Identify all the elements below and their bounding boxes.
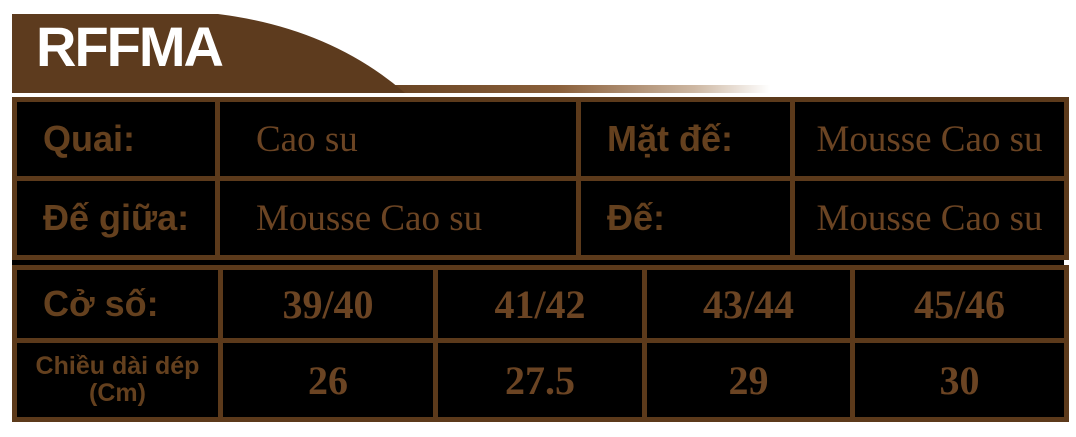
sole-value: Mousse Cao su — [790, 176, 1069, 260]
strap-value: Cao su — [215, 97, 581, 181]
length-cell: 27.5 — [433, 338, 647, 422]
table-row-sizes: Cở số: 39/40 41/42 43/44 45/46 — [12, 265, 1069, 343]
table-row-strap: Quai: Cao su Mặt đế: Mousse Cao su — [12, 97, 1069, 181]
size-label: Cở số: — [12, 265, 223, 343]
brand-logo: RFFMA — [36, 14, 224, 78]
length-cell: 26 — [218, 338, 438, 422]
outsole-label: Mặt đế: — [576, 97, 795, 181]
size-cell: 39/40 — [218, 265, 438, 343]
size-cell: 41/42 — [433, 265, 647, 343]
length-cell: 30 — [850, 338, 1069, 422]
size-chart-table: Cở số: 39/40 41/42 43/44 45/46 Chiều dài… — [12, 265, 1069, 422]
midsole-label: Đế giữa: — [12, 176, 220, 260]
length-label: Chiều dài dép (Cm) — [12, 338, 223, 422]
length-label-line2: (Cm) — [89, 379, 146, 407]
header-ribbon-graphic — [12, 14, 770, 93]
spec-tables-container: Quai: Cao su Mặt đế: Mousse Cao su Đế gi… — [12, 97, 1069, 422]
material-spec-table: Quai: Cao su Mặt đế: Mousse Cao su Đế gi… — [12, 97, 1069, 260]
header: RFFMA — [0, 0, 1076, 97]
midsole-value: Mousse Cao su — [215, 176, 581, 260]
outsole-value: Mousse Cao su — [790, 97, 1069, 181]
size-cell: 45/46 — [850, 265, 1069, 343]
brand-tab-shape — [12, 14, 405, 93]
length-label-line1: Chiều dài dép — [35, 352, 200, 380]
table-row-midsole: Đế giữa: Mousse Cao su Đế: Mousse Cao su — [12, 176, 1069, 260]
length-cell: 29 — [642, 338, 855, 422]
size-cell: 43/44 — [642, 265, 855, 343]
strap-label: Quai: — [12, 97, 220, 181]
sole-label: Đế: — [576, 176, 795, 260]
table-row-lengths: Chiều dài dép (Cm) 26 27.5 29 30 — [12, 338, 1069, 422]
